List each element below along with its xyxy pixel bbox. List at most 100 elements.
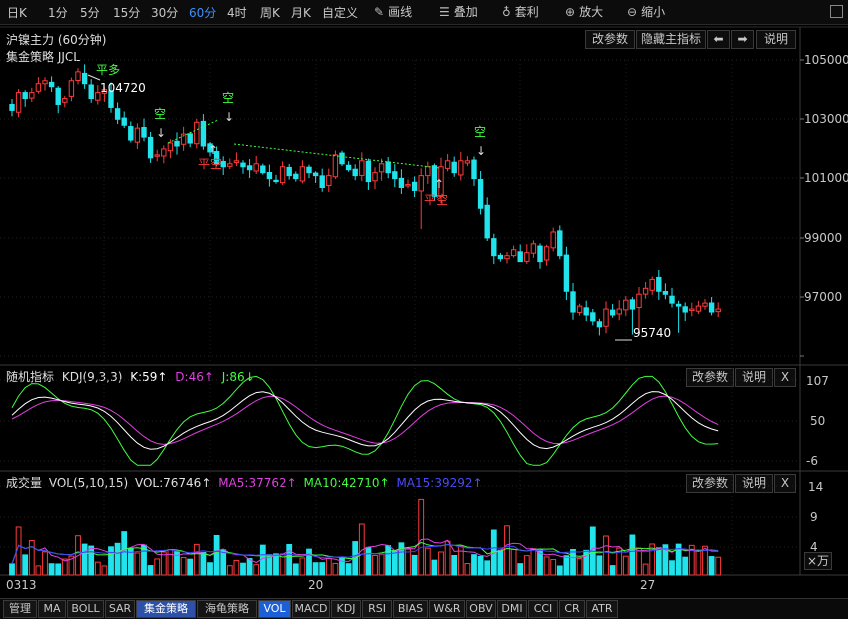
tab-turtle-strategy[interactable]: 海龟策略 bbox=[197, 600, 257, 618]
candle-body bbox=[154, 154, 160, 157]
tab-cr[interactable]: CR bbox=[559, 600, 585, 618]
tab-cci[interactable]: CCI bbox=[528, 600, 558, 618]
kdj-help-button[interactable]: 说明 bbox=[735, 368, 773, 387]
arbitrage-tool[interactable]: ♁ 套利 bbox=[502, 3, 539, 20]
vol-params-button[interactable]: 改参数 bbox=[686, 474, 734, 493]
period-button-day[interactable]: 日K bbox=[7, 6, 27, 20]
candle-body bbox=[682, 306, 688, 313]
period-button-month[interactable]: 月K bbox=[291, 6, 311, 20]
candle-body bbox=[662, 291, 669, 295]
tab-bias[interactable]: BIAS bbox=[393, 600, 428, 618]
candle-body bbox=[537, 245, 543, 263]
high-value-label: 104720 bbox=[100, 81, 146, 95]
period-button-week[interactable]: 周K bbox=[260, 6, 280, 20]
arrow-left-button[interactable]: ⬅ bbox=[707, 30, 730, 49]
candle-body bbox=[326, 175, 332, 186]
kdj-params-button[interactable]: 改参数 bbox=[686, 368, 734, 387]
tab-wr[interactable]: W&R bbox=[429, 600, 465, 618]
candle-body bbox=[29, 92, 35, 99]
period-button-4h[interactable]: 4时 bbox=[227, 6, 247, 20]
main-help-button[interactable]: 说明 bbox=[756, 30, 796, 49]
vol-ma15-line bbox=[11, 543, 719, 565]
candle-body bbox=[444, 160, 451, 169]
zoom-out-label: 缩小 bbox=[641, 5, 666, 19]
candle-body bbox=[636, 293, 642, 309]
tab-manage[interactable]: 管理 bbox=[3, 600, 37, 618]
chart-title: 沪镍主力 (60分钟) bbox=[6, 33, 107, 47]
main-params-button[interactable]: 改参数 bbox=[585, 30, 635, 49]
candle-body bbox=[418, 175, 424, 192]
candle-body bbox=[352, 168, 358, 177]
tab-atr[interactable]: ATR bbox=[586, 600, 618, 618]
kdj-k-value: K:59↑ bbox=[130, 370, 168, 384]
candle-body bbox=[174, 140, 180, 147]
candle-body bbox=[293, 173, 299, 180]
tab-dmi[interactable]: DMI bbox=[497, 600, 527, 618]
overlay-tool[interactable]: ☰ 叠加 bbox=[439, 3, 478, 20]
tab-vol[interactable]: VOL bbox=[258, 600, 291, 618]
candle-body bbox=[431, 165, 438, 197]
volume-bar bbox=[662, 544, 669, 576]
price-axis-label: 103000 bbox=[804, 112, 848, 126]
candle-body bbox=[543, 246, 550, 261]
vol-axis-label: 9 bbox=[810, 510, 818, 524]
volume-bar bbox=[226, 565, 233, 576]
volume-bar bbox=[240, 562, 246, 576]
volume-bar bbox=[68, 555, 75, 576]
zoom-in-tool[interactable]: ⊕ 放大 bbox=[565, 3, 603, 20]
period-button-custom[interactable]: 自定义 bbox=[322, 6, 359, 20]
zoom-out-tool[interactable]: ⊖ 缩小 bbox=[627, 3, 665, 20]
draw-line-tool[interactable]: ✎ 画线 bbox=[374, 3, 412, 20]
candle-body bbox=[161, 148, 167, 157]
vol-ma5: MA5:37762↑ bbox=[218, 476, 297, 490]
tab-kdj[interactable]: KDJ bbox=[331, 600, 361, 618]
candle-body bbox=[524, 252, 530, 262]
hide-indicator-button[interactable]: 隐藏主指标 bbox=[636, 30, 706, 49]
vol-help-button[interactable]: 说明 bbox=[735, 474, 773, 493]
tab-sar[interactable]: SAR bbox=[105, 600, 135, 618]
volume-bar bbox=[477, 555, 484, 576]
volume-bar bbox=[457, 545, 464, 576]
tab-boll[interactable]: BOLL bbox=[67, 600, 104, 618]
volume-bar bbox=[517, 563, 524, 576]
period-button-1min[interactable]: 1分 bbox=[48, 6, 68, 20]
candle-body bbox=[260, 165, 266, 174]
candle-body bbox=[563, 254, 570, 292]
tab-obv[interactable]: OBV bbox=[466, 600, 496, 618]
candle-body bbox=[398, 177, 405, 188]
vol-axis-label: 14 bbox=[808, 480, 824, 494]
period-button-60min[interactable]: 60分 bbox=[189, 6, 217, 20]
volume-bar bbox=[193, 543, 200, 576]
volume-bar bbox=[576, 558, 583, 576]
candle-body bbox=[319, 175, 325, 188]
high-marker-line bbox=[87, 74, 101, 81]
candle-body bbox=[88, 84, 94, 100]
volume-bar bbox=[200, 551, 207, 576]
volume-bar bbox=[596, 555, 603, 576]
tab-ma[interactable]: MA bbox=[38, 600, 66, 618]
kdj-axis-label: 107 bbox=[806, 374, 829, 388]
period-button-5min[interactable]: 5分 bbox=[80, 6, 100, 20]
tab-jijin-strategy[interactable]: 集金策略 bbox=[136, 600, 196, 618]
volume-bar bbox=[213, 534, 220, 576]
kdj-close-button[interactable]: X bbox=[774, 368, 796, 387]
window-toggle-icon[interactable] bbox=[830, 5, 843, 18]
volume-bar bbox=[273, 553, 279, 576]
arrow-right-button[interactable]: ➡ bbox=[731, 30, 754, 49]
volume-bar bbox=[147, 565, 154, 576]
volume-bar bbox=[127, 548, 134, 576]
signal-pingduo-label: 平多 bbox=[96, 63, 120, 77]
candle-body bbox=[570, 291, 576, 313]
period-button-15min[interactable]: 15分 bbox=[113, 6, 141, 20]
vol-axis-label: 4 bbox=[810, 540, 818, 554]
up-arrow-icon: ↑ bbox=[208, 143, 218, 157]
vol-unit-badge: ×万 bbox=[804, 552, 832, 570]
volume-bar bbox=[669, 560, 675, 576]
candle-body bbox=[438, 166, 444, 198]
tab-macd[interactable]: MACD bbox=[292, 600, 330, 618]
vol-title: 成交量 bbox=[6, 476, 43, 490]
period-button-30min[interactable]: 30分 bbox=[151, 6, 179, 20]
vol-close-button[interactable]: X bbox=[774, 474, 796, 493]
tab-rsi[interactable]: RSI bbox=[362, 600, 392, 618]
